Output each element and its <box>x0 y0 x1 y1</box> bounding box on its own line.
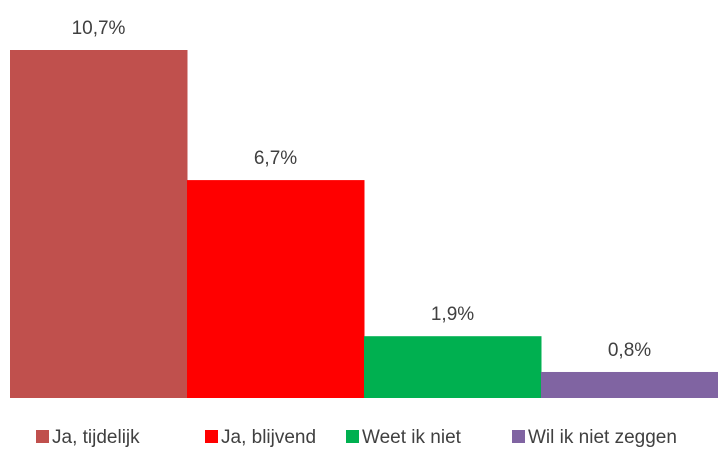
legend-label-ja-blijvend: Ja, blijvend <box>221 427 316 448</box>
bar-ja-tijdelijk <box>10 50 188 398</box>
data-label-wil-ik-niet-zeggen: 0,8% <box>608 340 651 361</box>
legend-swatch-ja-tijdelijk <box>36 430 49 443</box>
bar-weet-ik-niet <box>364 336 542 398</box>
legend-swatch-ja-blijvend <box>205 430 218 443</box>
data-label-weet-ik-niet: 1,9% <box>431 304 474 325</box>
data-label-ja-blijvend: 6,7% <box>254 148 297 169</box>
legend-swatch-wil-ik-niet-zeggen <box>512 430 525 443</box>
bar-ja-blijvend <box>187 180 365 398</box>
data-label-ja-tijdelijk: 10,7% <box>72 18 126 39</box>
data-labels-group: 10,7% 6,7% 1,9% 0,8% <box>72 18 652 361</box>
legend: Ja, tijdelijk Ja, blijvend Weet ik niet Wil… <box>36 427 677 448</box>
legend-label-wil-ik-niet-zeggen: Wil ik niet zeggen <box>528 427 677 448</box>
legend-swatch-weet-ik-niet <box>346 430 359 443</box>
bars-group <box>10 50 718 398</box>
bar-wil-ik-niet-zeggen <box>541 371 718 398</box>
legend-label-weet-ik-niet: Weet ik niet <box>362 427 462 448</box>
legend-label-ja-tijdelijk: Ja, tijdelijk <box>52 427 140 448</box>
